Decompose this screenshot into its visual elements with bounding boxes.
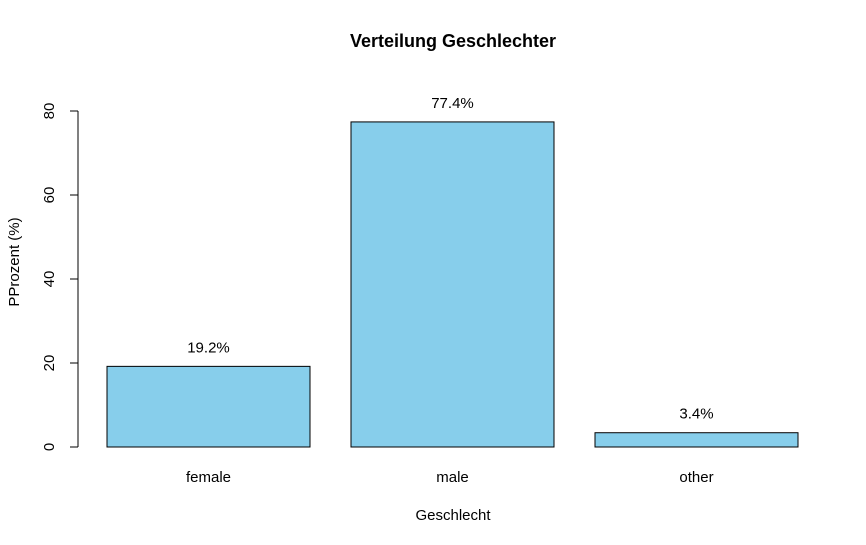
data-label-female: 19.2%: [187, 339, 230, 356]
x-axis-label: Geschlecht: [415, 507, 491, 524]
bar-female: [106, 365, 311, 448]
data-labels-group: 19.2% 77.4% 3.4%: [187, 95, 713, 423]
data-label-male: 77.4%: [431, 95, 474, 112]
y-tick-label-80: 80: [41, 103, 58, 120]
x-tick-label-female: female: [186, 469, 231, 486]
data-label-other: 3.4%: [679, 406, 713, 423]
y-tick-label-20: 20: [41, 355, 58, 372]
x-tick-label-other: other: [679, 469, 713, 486]
y-axis: 0 20 40 60 80: [41, 103, 79, 451]
chart-title: Verteilung Geschlechter: [350, 31, 556, 51]
x-tick-labels-group: female male other: [186, 469, 714, 486]
y-tick-label-0: 0: [41, 443, 58, 451]
bar-male: [350, 121, 555, 448]
y-axis-label: PProzent (%): [6, 217, 23, 306]
x-tick-label-male: male: [436, 469, 469, 486]
y-tick-label-60: 60: [41, 187, 58, 204]
bars-group: [106, 121, 799, 448]
bar-other: [594, 432, 799, 448]
y-tick-label-40: 40: [41, 271, 58, 288]
